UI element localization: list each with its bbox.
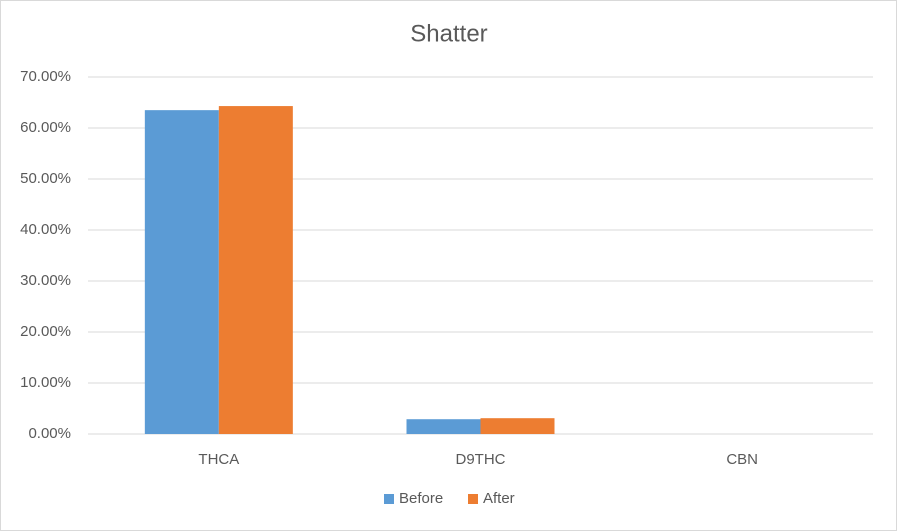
y-tick-label: 20.00% — [20, 323, 71, 340]
x-tick-label: THCA — [198, 451, 239, 468]
legend-swatch — [468, 494, 478, 504]
legend-label: After — [483, 490, 515, 507]
chart-title: Shatter — [410, 20, 487, 47]
y-tick-label: 0.00% — [28, 425, 71, 442]
bar — [406, 419, 481, 434]
bar — [480, 418, 555, 434]
y-tick-label: 50.00% — [20, 170, 71, 187]
y-tick-label: 40.00% — [20, 221, 71, 238]
y-tick-label: 30.00% — [20, 272, 71, 289]
x-tick-label: D9THC — [455, 451, 505, 468]
y-tick-label: 60.00% — [20, 119, 71, 136]
legend-swatch — [384, 494, 394, 504]
bar — [218, 106, 293, 434]
legend-label: Before — [399, 490, 443, 507]
bar — [144, 110, 219, 435]
y-tick-label: 70.00% — [20, 68, 71, 85]
x-tick-label: CBN — [726, 451, 758, 468]
y-tick-label: 10.00% — [20, 374, 71, 391]
